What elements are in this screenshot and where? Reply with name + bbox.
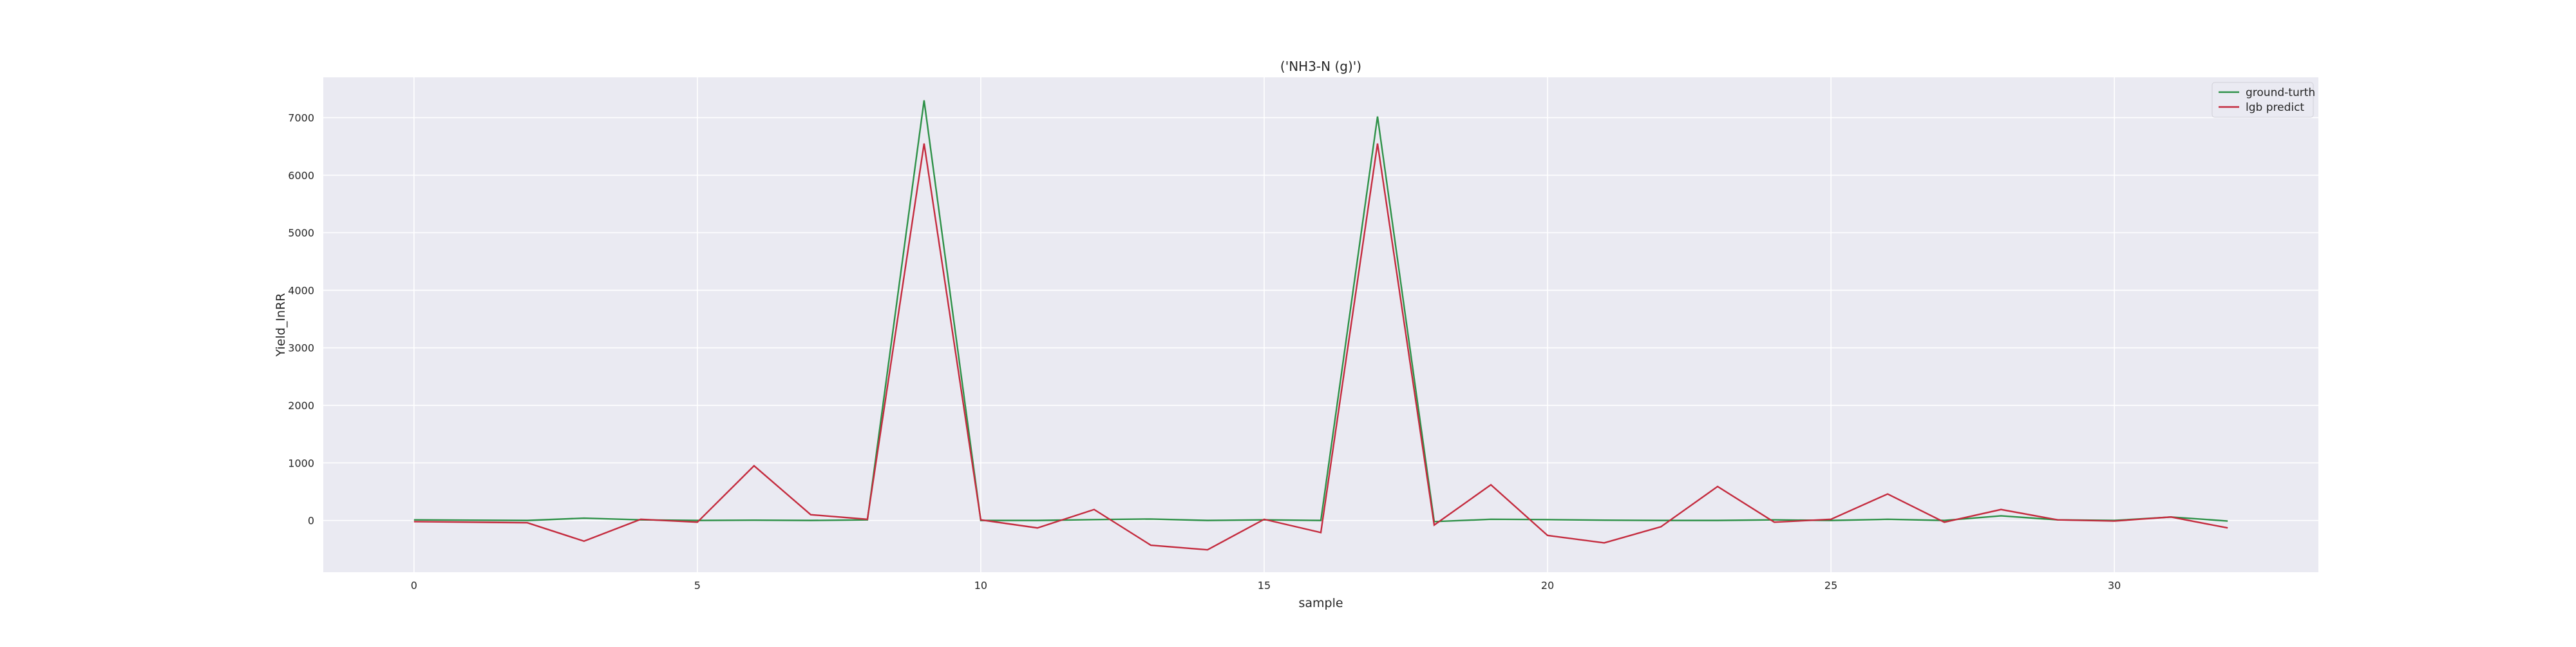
y-tick-label: 3000 [288, 342, 314, 354]
y-tick-label: 6000 [288, 169, 314, 182]
grid [323, 77, 2318, 572]
legend-label-lgb-predict: lgb predict [2246, 101, 2304, 114]
series-line-ground-turth [413, 100, 2228, 523]
legend-label-ground-truth: ground-turth [2246, 86, 2315, 99]
x-axis-label: sample [1298, 596, 1343, 610]
y-tick-label: 0 [308, 515, 314, 527]
x-tick-label: 20 [1541, 579, 1554, 592]
series-line-lgb-predict [413, 143, 2228, 551]
x-tick-label: 15 [1258, 579, 1271, 592]
legend-box [2211, 82, 2314, 118]
y-tick-label: 7000 [288, 112, 314, 124]
y-tick-label: 4000 [288, 284, 314, 296]
x-tick-label: 25 [1824, 579, 1837, 592]
x-tick-label: 30 [2108, 579, 2121, 592]
plot-area [323, 77, 2318, 572]
y-tick-label: 2000 [288, 400, 314, 412]
x-tick-label: 5 [694, 579, 701, 592]
x-tick-label: 0 [411, 579, 417, 592]
x-tick-label: 10 [974, 579, 987, 592]
y-tick-label: 1000 [288, 457, 314, 469]
legend: ground-turth lgb predict [2211, 82, 2315, 118]
chart-title: ('NH3-N (g)') [1280, 59, 1361, 74]
series-lines [413, 100, 2228, 551]
y-axis-label: Yield_InRR [274, 293, 288, 358]
tick-labels: 0 5 10 15 20 25 30 0 1000 2000 3000 4000 5000 6000 700… [288, 112, 2121, 592]
y-tick-label: 5000 [288, 227, 314, 239]
